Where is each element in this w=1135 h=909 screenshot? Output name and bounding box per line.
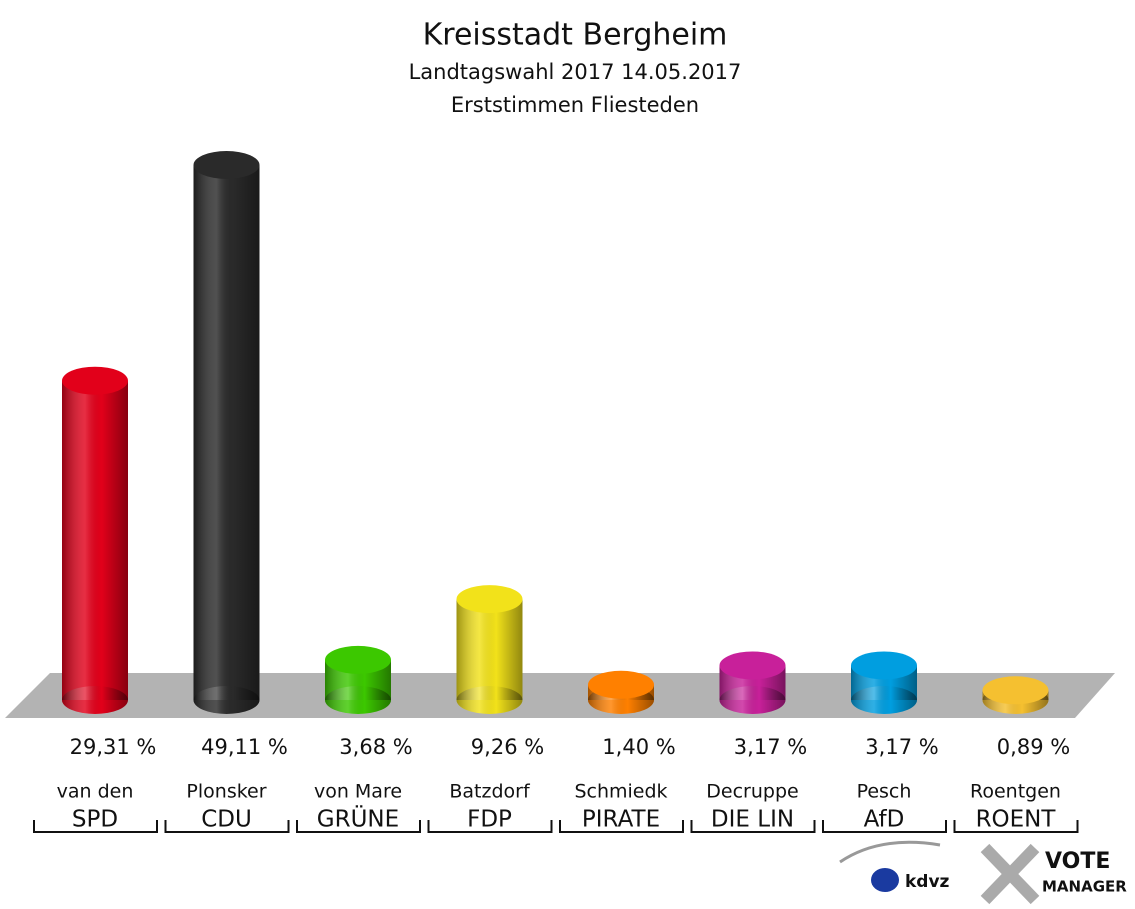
- candidate-label: Pesch: [857, 781, 912, 803]
- bar-top: [982, 676, 1049, 705]
- category-bracket: [559, 820, 684, 833]
- bar-top: [588, 670, 654, 699]
- category-bracket: [164, 820, 290, 833]
- category-bracket: [427, 820, 553, 833]
- x-tick-label: PIRATE: [582, 807, 660, 833]
- bar-bottom-shade: [62, 686, 128, 714]
- value-label: 3,17 %: [734, 735, 807, 759]
- bar-shade: [62, 380, 128, 700]
- x-tick-label: DIE LIN: [711, 807, 794, 833]
- bar-top: [456, 585, 523, 614]
- value-label: 3,68 %: [339, 735, 412, 759]
- bar-bottom-shade: [193, 686, 260, 714]
- category-bracket: [33, 820, 158, 833]
- bar-bottom-shade: [325, 686, 391, 714]
- bar-top: [719, 651, 786, 680]
- logo-text: kdvz: [905, 872, 950, 892]
- x-tick-label: AfD: [864, 807, 905, 833]
- logo: kdvz VOTE MANAGER: [839, 840, 1127, 905]
- chart-title: Kreisstadt Bergheim: [423, 18, 728, 53]
- candidate-label: Roentgen: [970, 781, 1061, 803]
- logo-cross: [980, 843, 1040, 905]
- candidate-label: van den: [57, 781, 134, 803]
- floor: [5, 673, 1115, 718]
- logo-ball: [871, 868, 899, 892]
- candidate-label: Plonsker: [186, 781, 266, 803]
- x-tick-label: GRÜNE: [317, 805, 399, 833]
- bar-bottom-shade: [851, 686, 917, 714]
- x-tick-label: CDU: [201, 807, 252, 833]
- value-label: 29,31 %: [70, 735, 157, 759]
- category-bracket: [296, 820, 421, 833]
- logo-swoosh: [839, 840, 941, 864]
- x-tick-label: SPD: [72, 807, 118, 833]
- value-label: 9,26 %: [471, 735, 544, 759]
- chart-subtitle: Erststimmen Fliesteden: [451, 93, 699, 117]
- bar-bottom-shade: [719, 686, 786, 714]
- category-bracket: [953, 820, 1079, 833]
- candidate-label: Decruppe: [706, 781, 798, 803]
- x-tick-label: FDP: [467, 807, 512, 833]
- bar-top: [851, 651, 917, 680]
- bar-shade: [193, 165, 260, 700]
- value-label: 49,11 %: [201, 735, 288, 759]
- value-label: 0,89 %: [997, 735, 1070, 759]
- x-tick-label: ROENT: [976, 807, 1057, 833]
- logo-text: VOTE: [1045, 849, 1110, 874]
- bar-bottom-shade: [456, 686, 523, 714]
- bar-top: [62, 366, 128, 395]
- category-bracket: [822, 820, 947, 833]
- logo-text: MANAGER: [1042, 878, 1127, 896]
- candidate-label: Batzdorf: [449, 781, 531, 803]
- category-bracket: [690, 820, 816, 833]
- bar-top: [325, 645, 391, 674]
- candidate-label: von Mare: [314, 781, 402, 803]
- chart-subtitle: Landtagswahl 2017 14.05.2017: [409, 60, 742, 84]
- candidate-label: Schmiedk: [574, 781, 667, 803]
- value-label: 1,40 %: [602, 735, 675, 759]
- value-label: 3,17 %: [865, 735, 938, 759]
- bar-top: [193, 151, 260, 179]
- bar-shade: [456, 599, 523, 700]
